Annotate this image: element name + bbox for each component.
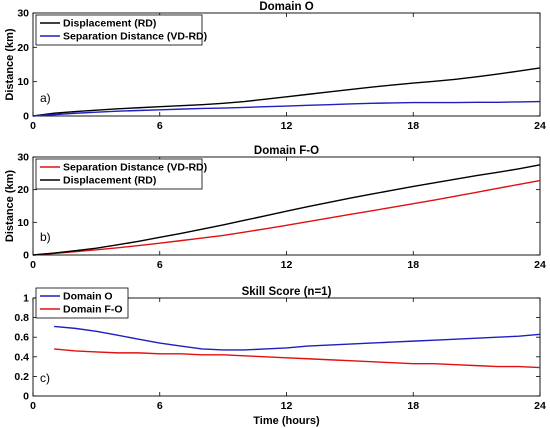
x-tick-label: 24	[534, 120, 546, 132]
legend-entry: Domain O	[63, 291, 113, 303]
y-tick-label: 0.8	[14, 312, 29, 324]
legend-entry: Separation Distance (VD-RD)	[63, 162, 207, 174]
chart-title: Domain O	[259, 1, 313, 13]
legend-box	[35, 158, 203, 190]
y-tick-label: 0.2	[14, 371, 29, 383]
y-axis-label: Distance (km)	[4, 28, 16, 100]
y-tick-label: 30	[17, 152, 29, 164]
x-tick-label: 6	[157, 120, 163, 132]
legend-entry: Displacement (RD)	[63, 175, 156, 187]
panel-3: Skill Score (n=1) 0 6 12 18 24 0 0.2 0.4 0.6 0.8 1 T…	[14, 286, 546, 427]
y-tick-label: 0	[23, 111, 29, 123]
x-tick-label: 24	[534, 259, 546, 271]
series-line-1	[32, 179, 541, 256]
x-tick-label: 18	[407, 400, 419, 412]
y-tick-label: 0.6	[14, 332, 29, 344]
y-tick-label: 1	[23, 293, 29, 305]
y-tick-label: 10	[17, 217, 29, 229]
y-tick-label: 20	[17, 184, 29, 196]
y-tick-label: 0	[23, 391, 29, 403]
series-line-1	[32, 67, 541, 117]
x-axis-label: Time (hours)	[253, 415, 320, 427]
panel-label: c)	[40, 371, 50, 385]
x-tick-label: 12	[281, 259, 293, 271]
chart-title: Domain F-O	[254, 145, 319, 157]
x-tick-label: 18	[407, 120, 419, 132]
x-tick-label: 12	[281, 120, 293, 132]
series-line-1	[54, 325, 541, 351]
series-line-2	[32, 100, 541, 117]
legend-entry: Displacement (RD)	[63, 18, 156, 30]
panel-label: a)	[40, 91, 51, 105]
x-tick-label: 0	[30, 259, 36, 271]
legend-entry: Separation Distance (VD-RD)	[63, 31, 207, 43]
series-line-2	[32, 164, 541, 256]
y-tick-label: 30	[17, 8, 29, 20]
y-tick-label: 0.4	[14, 351, 29, 363]
y-tick-label: 0	[23, 250, 29, 262]
x-tick-label: 6	[157, 259, 163, 271]
series-line-2	[54, 348, 541, 369]
x-tick-label: 18	[407, 259, 419, 271]
legend-box	[35, 287, 129, 319]
x-tick-label: 0	[30, 400, 36, 412]
legend-entry: Domain F-O	[63, 304, 123, 316]
chart-title: Skill Score (n=1)	[242, 286, 332, 298]
y-tick-label: 20	[17, 42, 29, 54]
x-tick-label: 0	[30, 120, 36, 132]
y-tick-label: 10	[17, 76, 29, 88]
legend-box	[35, 14, 203, 46]
x-tick-label: 12	[281, 400, 293, 412]
x-tick-label: 6	[157, 400, 163, 412]
x-tick-label: 24	[534, 400, 546, 412]
panel-label: b)	[40, 230, 51, 244]
y-axis-label: Distance (km)	[4, 170, 16, 242]
